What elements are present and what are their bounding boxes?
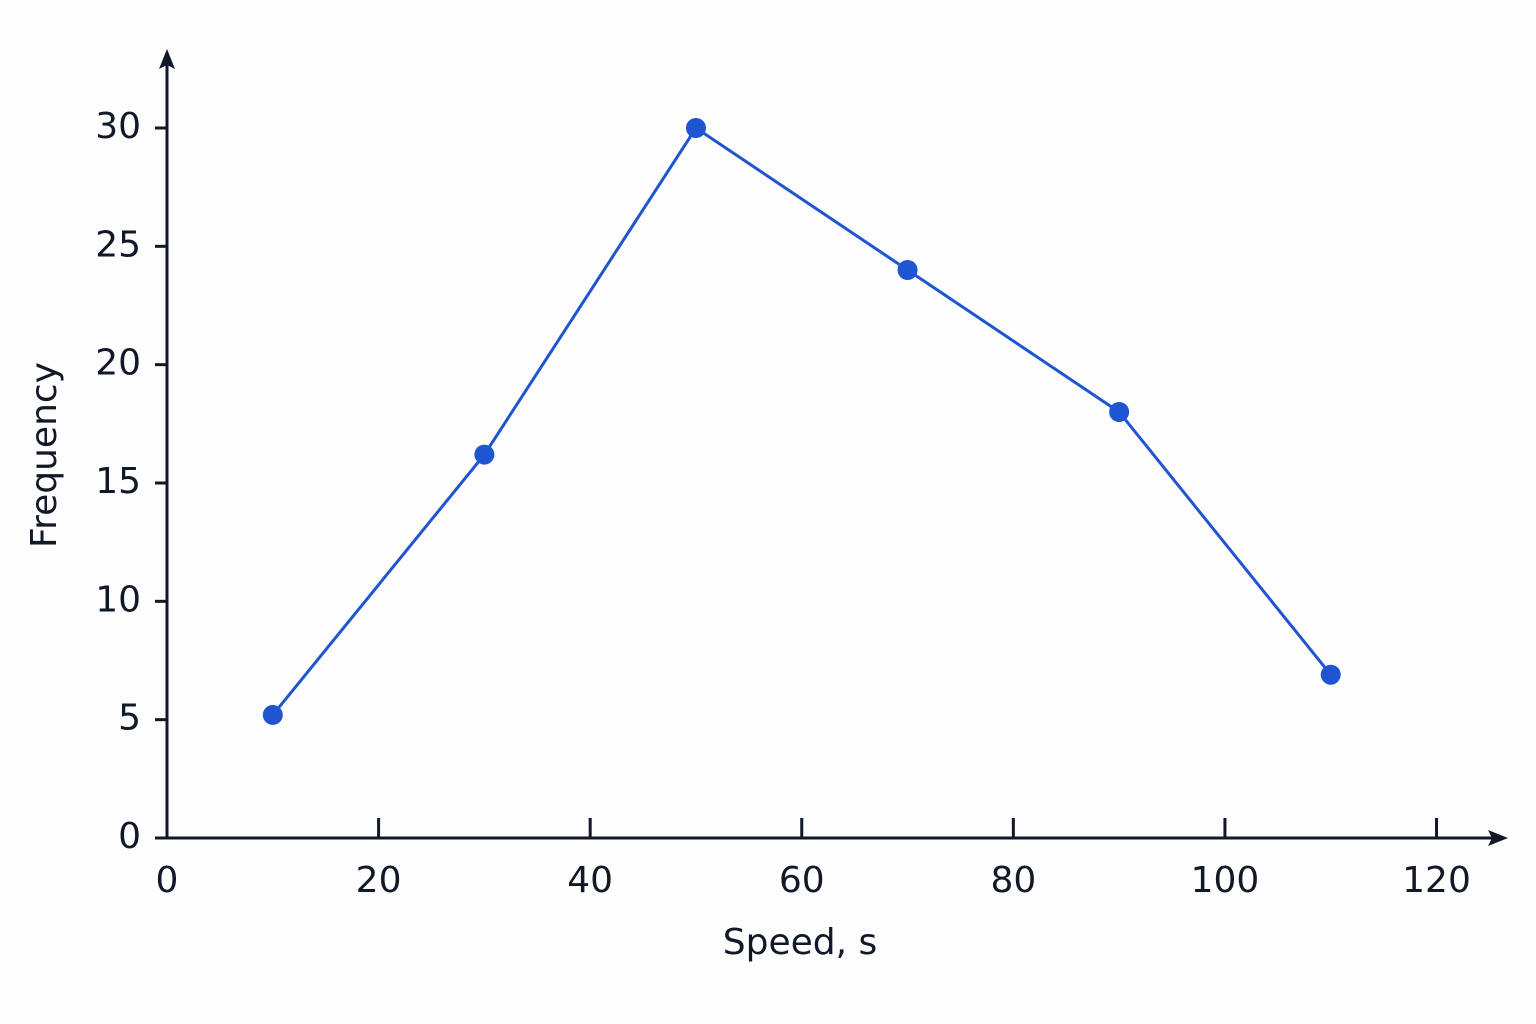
data-point xyxy=(897,260,918,280)
y-axis-title: Frequency xyxy=(24,362,65,548)
x-axis-arrow xyxy=(1488,830,1508,846)
y-tick-label: 25 xyxy=(95,224,141,265)
x-tick-label: 40 xyxy=(567,860,613,901)
data-point xyxy=(685,118,706,138)
x-axis-title: Speed, s xyxy=(723,922,878,963)
y-tick-label: 20 xyxy=(95,343,141,384)
data-point xyxy=(262,704,283,725)
data-point xyxy=(474,444,495,465)
data-point xyxy=(1109,402,1130,422)
y-tick-label: 10 xyxy=(95,579,141,620)
x-tick-label: 120 xyxy=(1402,860,1471,901)
data-line xyxy=(271,125,1332,716)
x-tick-label: 0 xyxy=(156,860,179,901)
y-tick-label: 30 xyxy=(95,106,141,147)
x-tick-label: 20 xyxy=(356,860,402,901)
data-point xyxy=(1320,664,1341,685)
y-tick-label: 0 xyxy=(118,816,141,857)
x-tick-label: 80 xyxy=(990,860,1036,901)
x-tick-label: 100 xyxy=(1191,860,1260,901)
y-axis-arrow xyxy=(159,49,175,69)
y-tick-label: 5 xyxy=(118,698,141,739)
x-tick-label: 60 xyxy=(779,860,825,901)
y-tick-label: 15 xyxy=(95,461,141,502)
